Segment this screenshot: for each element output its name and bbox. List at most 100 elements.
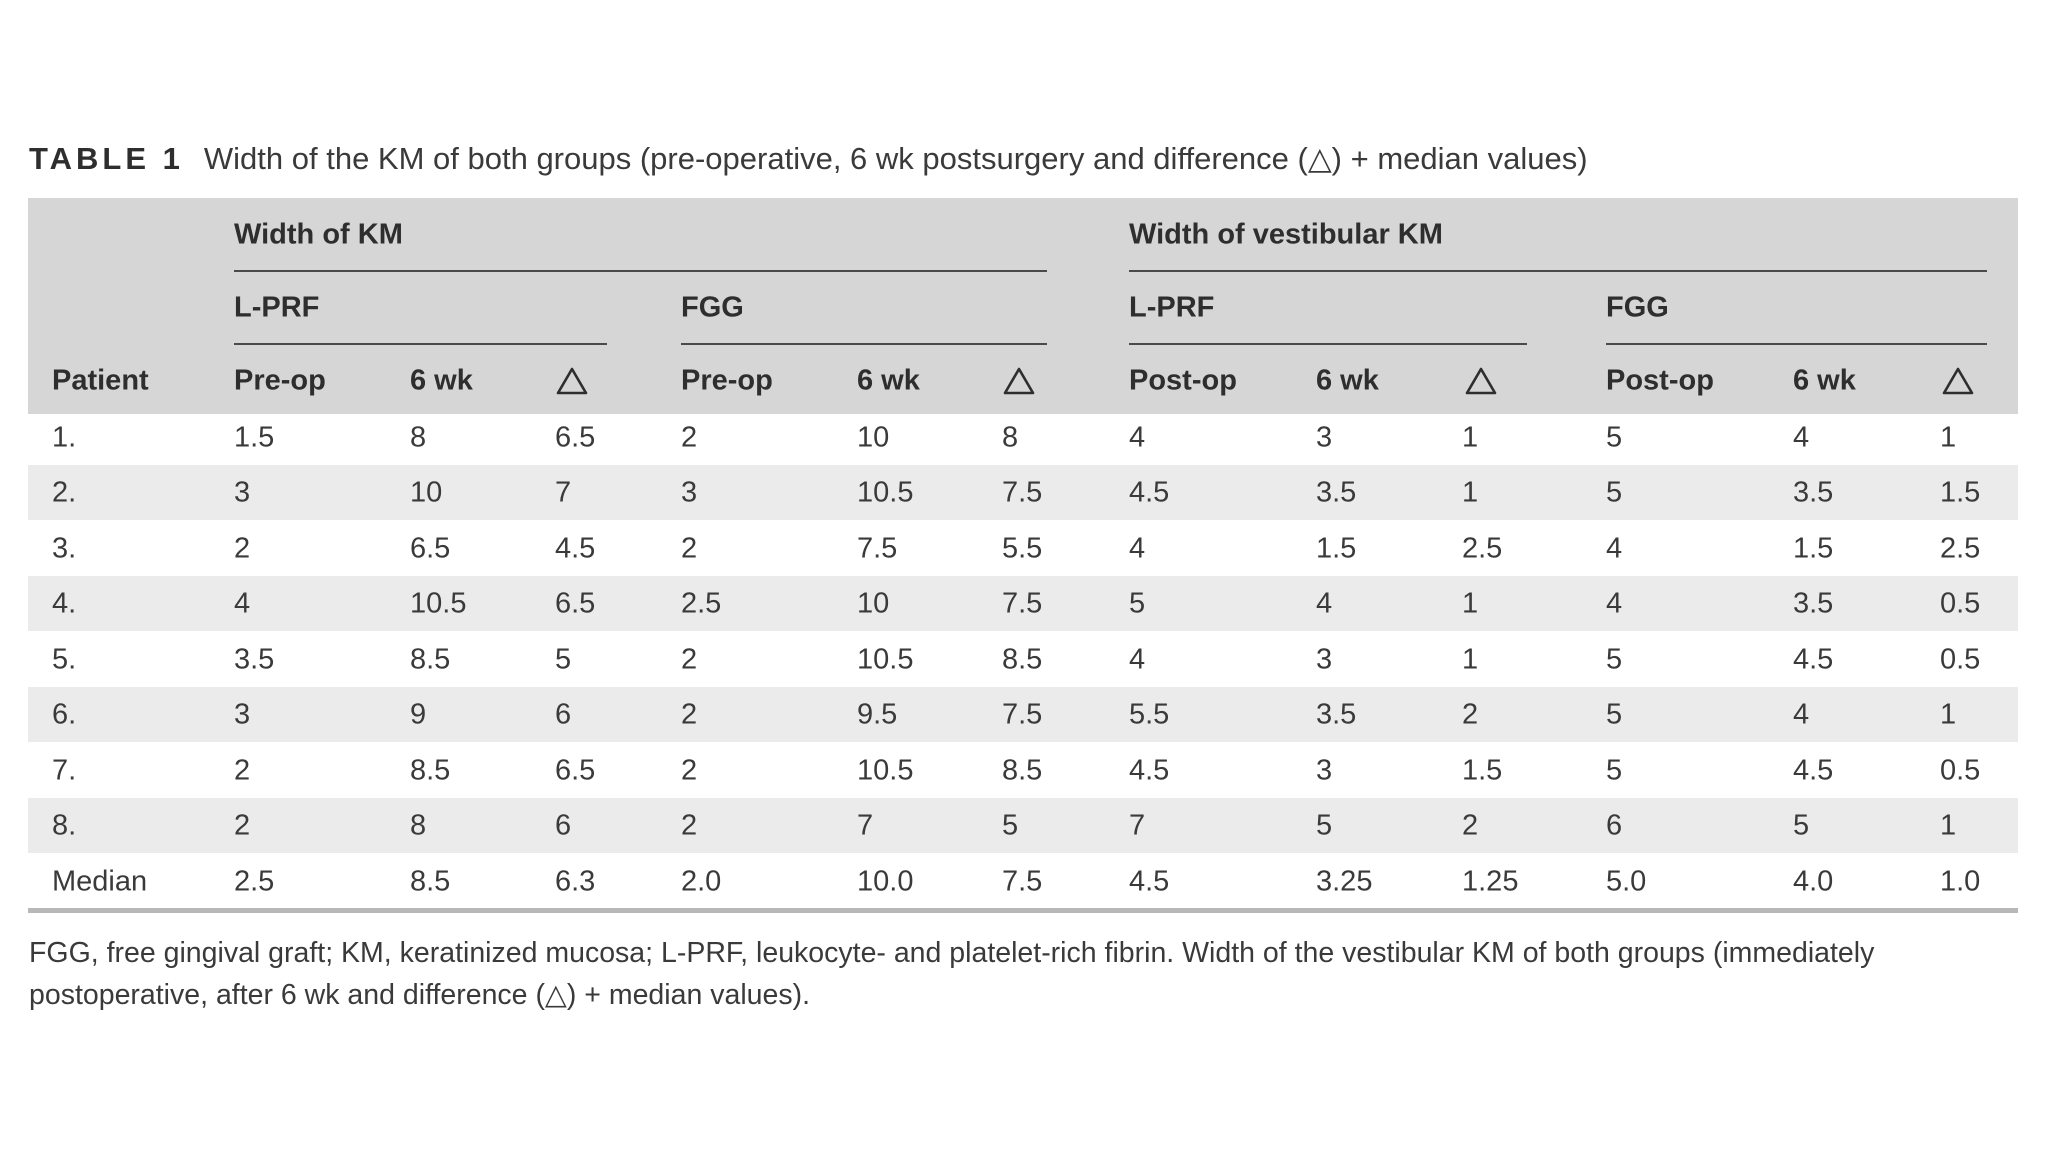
table-cell: 9.5 [857,698,898,731]
table-cell: 3.5 [1316,698,1357,731]
table-cell: 1 [1462,421,1479,454]
table-cell: 5.5 [1002,532,1043,565]
table-cell: 4 [1606,587,1623,620]
column-header: 6 wk [1316,364,1379,397]
table-cell: 7.5 [1002,698,1043,731]
table-cell: 4 [1129,532,1146,565]
table-row [28,464,2018,520]
table-cell: 8.5 [1002,754,1043,787]
table-cell: 1 [1462,643,1479,676]
table-cell: 6 [1606,809,1623,842]
table-cell: 10.5 [857,643,914,676]
header-rule [681,343,1047,345]
table-cell: 4 [1316,587,1333,620]
table-cell: 3 [1316,643,1333,676]
subgroup-header-fgg-vestibular: FGG [1606,291,1669,324]
table-cell: 10 [410,476,443,509]
table-cell: 4.0 [1793,865,1834,898]
table-cell: 4.5 [1793,643,1834,676]
table-cell: 2.5 [1940,532,1981,565]
row-label: 6. [52,698,77,731]
table-cell: 9 [410,698,427,731]
table-cell: 2 [234,809,251,842]
table-cell: 1 [1462,587,1479,620]
table-cell: 6.5 [555,587,596,620]
table-cell: 5 [1606,754,1623,787]
table-cell: 2 [1462,809,1479,842]
table-cell: 2 [681,809,698,842]
table-cell: 8.5 [1002,643,1043,676]
delta-icon [1941,366,1975,396]
table-cell: 10 [857,587,890,620]
header-rule [1606,343,1987,345]
table-cell: 8 [1002,421,1019,454]
header-rule [234,270,1047,272]
table-cell: 1 [1940,698,1957,731]
row-label: Median [52,865,148,898]
header-rule [234,343,607,345]
table-cell: 8.5 [410,865,451,898]
table-caption: TABLE 1 Width of the KM of both groups (p… [29,141,1588,177]
table-cell: 2.0 [681,865,722,898]
table-cell: 8 [410,421,427,454]
table-cell: 4.5 [1129,865,1170,898]
column-header: Post-op [1129,364,1237,397]
table-cell: 10.5 [857,754,914,787]
column-header-patient: Patient [52,364,149,397]
table-cell: 5 [555,643,572,676]
row-label: 5. [52,643,77,676]
header-rule [1129,343,1527,345]
table-cell: 5 [1606,421,1623,454]
delta-icon [1464,366,1498,396]
table-cell: 1.25 [1462,865,1519,898]
table-row [28,797,2018,853]
table-cell: 2 [681,532,698,565]
table-cell: 5 [1606,698,1623,731]
table-cell: 6 [555,698,572,731]
table-cell: 3.25 [1316,865,1373,898]
table-cell: 2.5 [234,865,275,898]
column-header: Pre-op [681,364,773,397]
table-cell: 3.5 [234,643,275,676]
table-cell: 3 [1316,754,1333,787]
table-cell: 4 [1793,421,1810,454]
column-header: 6 wk [410,364,473,397]
table-cell: 8.5 [410,643,451,676]
table-cell: 10 [857,421,890,454]
table-cell: 4 [1793,698,1810,731]
table-cell: 4 [1606,532,1623,565]
row-label: 8. [52,809,77,842]
table-row [28,686,2018,742]
row-label: 2. [52,476,77,509]
table-cell: 1.0 [1940,865,1981,898]
table-cell: 7.5 [1002,587,1043,620]
table-cell: 5.5 [1129,698,1170,731]
table-cell: 7.5 [857,532,898,565]
table-cell: 1 [1940,809,1957,842]
table-cell: 2.5 [681,587,722,620]
table-cell: 3 [1316,421,1333,454]
table-cell: 1 [1940,421,1957,454]
table-cell: 4 [1129,643,1146,676]
table-footnote: FGG, free gingival graft; KM, keratinize… [29,937,1875,1011]
table-cell: 6.5 [410,532,451,565]
table-cell: 2.5 [1462,532,1503,565]
table-cell: 7 [1129,809,1146,842]
table-cell: 10.5 [410,587,467,620]
table-cell: 2 [681,754,698,787]
table-cell: 3 [681,476,698,509]
group-header-width-vestibular-km: Width of vestibular KM [1129,218,1443,251]
table-cell: 7 [857,809,874,842]
table-cell: 1.5 [234,421,275,454]
table-cell: 2 [681,421,698,454]
table-cell: 5 [1606,476,1623,509]
column-header: Pre-op [234,364,326,397]
table-cell: 0.5 [1940,587,1981,620]
table-cell: 2 [681,698,698,731]
table-cell: 7.5 [1002,865,1043,898]
table-cell: 8.5 [410,754,451,787]
table-cell: 5.0 [1606,865,1647,898]
table-row [28,575,2018,631]
table-cell: 3.5 [1793,587,1834,620]
column-header: Post-op [1606,364,1714,397]
